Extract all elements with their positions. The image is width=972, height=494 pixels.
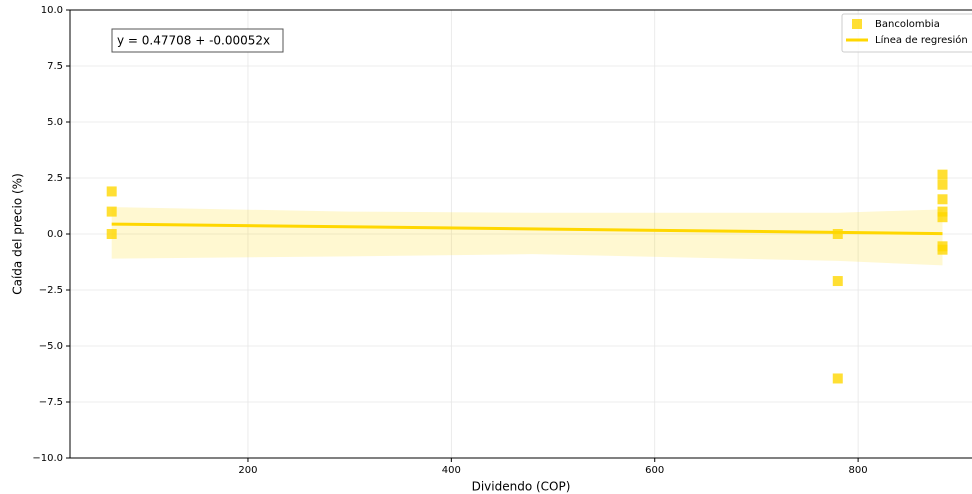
point: [106, 186, 117, 197]
y-tick-label: −10.0: [32, 453, 63, 464]
y-tick-label: 2.5: [47, 173, 63, 184]
y-tick-label: −2.5: [39, 285, 63, 296]
legend-label: Línea de regresión: [875, 34, 968, 46]
y-tick-label: 7.5: [47, 61, 63, 72]
point: [937, 179, 948, 190]
x-axis-label: Dividendo (COP): [472, 480, 571, 494]
y-tick-label: 10.0: [41, 5, 63, 16]
point: [937, 212, 948, 223]
y-tick-label: 0.0: [47, 229, 63, 240]
point: [937, 194, 948, 205]
x-tick-label: 200: [238, 465, 257, 476]
point: [937, 169, 948, 180]
legend-label: Bancolombia: [875, 19, 940, 30]
x-tick-label: 400: [442, 465, 461, 476]
x-tick-label: 800: [849, 465, 868, 476]
point: [106, 229, 117, 239]
point: [832, 373, 843, 384]
regression-line: [111, 222, 943, 236]
y-tick-label: −7.5: [39, 397, 63, 408]
point: [832, 229, 843, 239]
legend-box: [841, 13, 972, 53]
y-axis-label: Caída del precio (%): [11, 173, 25, 295]
point: [106, 206, 117, 217]
point: [937, 244, 948, 255]
point: [832, 276, 843, 287]
legend-marker: [852, 19, 862, 29]
annotation: y = 0.47708 + -0.00052x: [117, 34, 270, 48]
y-tick-label: 5.0: [47, 117, 63, 128]
y-tick-label: −5.0: [39, 341, 63, 352]
confidence-band: [111, 207, 943, 266]
x-tick-label: 600: [645, 465, 664, 476]
annotation-box: [111, 28, 284, 53]
point: [937, 206, 948, 217]
